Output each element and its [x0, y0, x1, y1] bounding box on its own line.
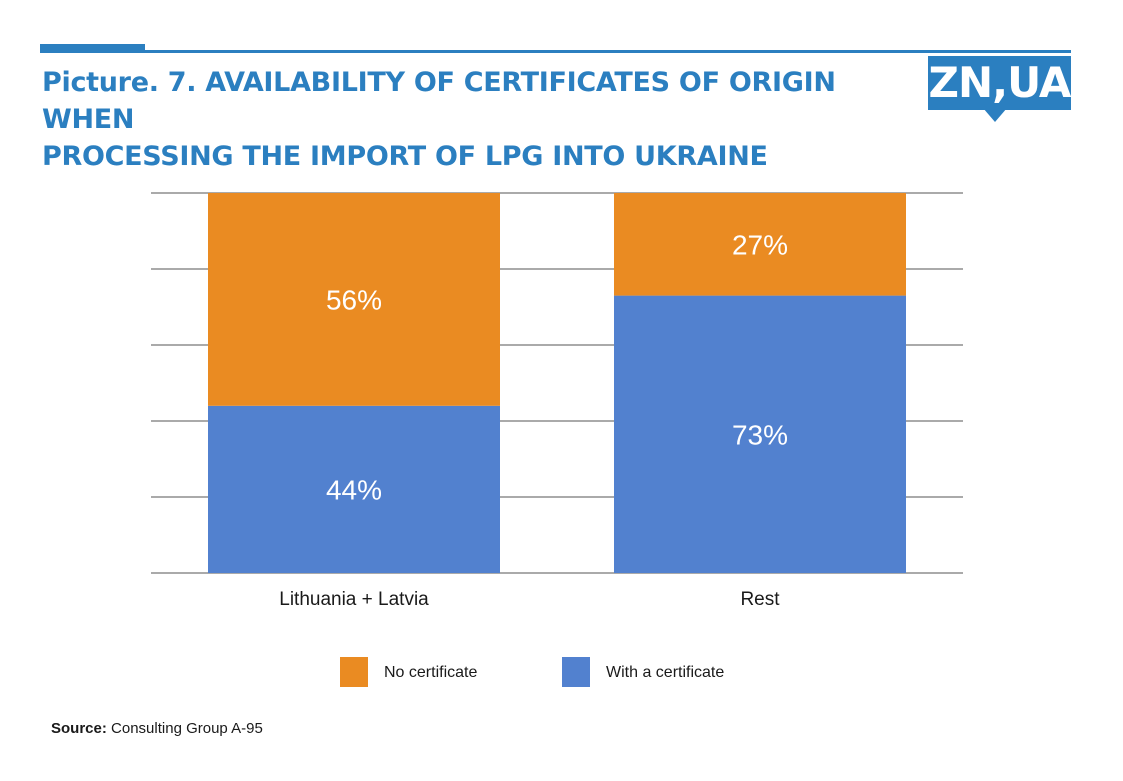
- header-accent-bar: [40, 44, 145, 53]
- zn-ua-logo: ZN,UA: [928, 56, 1071, 110]
- data-label-lithuania-latvia-with-a-certificate: 44%: [326, 474, 382, 505]
- header-rule: [40, 50, 1071, 53]
- bar-lithuania-latvia-no-certificate: [208, 193, 500, 406]
- data-label-lithuania-latvia-no-certificate: 56%: [326, 284, 382, 315]
- chart-title-line-1: Picture. 7. AVAILABILITY OF CERTIFICATES…: [42, 67, 836, 135]
- logo-speech-tail: [983, 108, 1007, 122]
- chart-title: Picture. 7. AVAILABILITY OF CERTIFICATES…: [42, 64, 912, 175]
- legend-label-no-certificate: No certificate: [384, 664, 478, 681]
- x-tick-label-rest: Rest: [740, 589, 780, 610]
- bar-rest-no-certificate: [614, 193, 906, 296]
- data-label-rest-no-certificate: 27%: [732, 229, 788, 260]
- source-text: Consulting Group A-95: [111, 720, 263, 737]
- bar-lithuania-latvia-with-a-certificate: [208, 405, 500, 573]
- bar-rest-with-a-certificate: [614, 295, 906, 573]
- source-note: Source: Consulting Group A-95: [51, 720, 263, 737]
- x-tick-label-lithuania-latvia: Lithuania + Latvia: [279, 589, 429, 610]
- legend-swatch-with-certificate: [562, 657, 590, 687]
- chart-title-line-2: PROCESSING THE IMPORT OF LPG INTO UKRAIN…: [42, 141, 768, 172]
- source-label: Source:: [51, 720, 107, 737]
- legend-label-with-certificate: With a certificate: [606, 664, 725, 681]
- legend-swatch-no-certificate: [340, 657, 368, 687]
- data-label-rest-with-a-certificate: 73%: [732, 419, 788, 450]
